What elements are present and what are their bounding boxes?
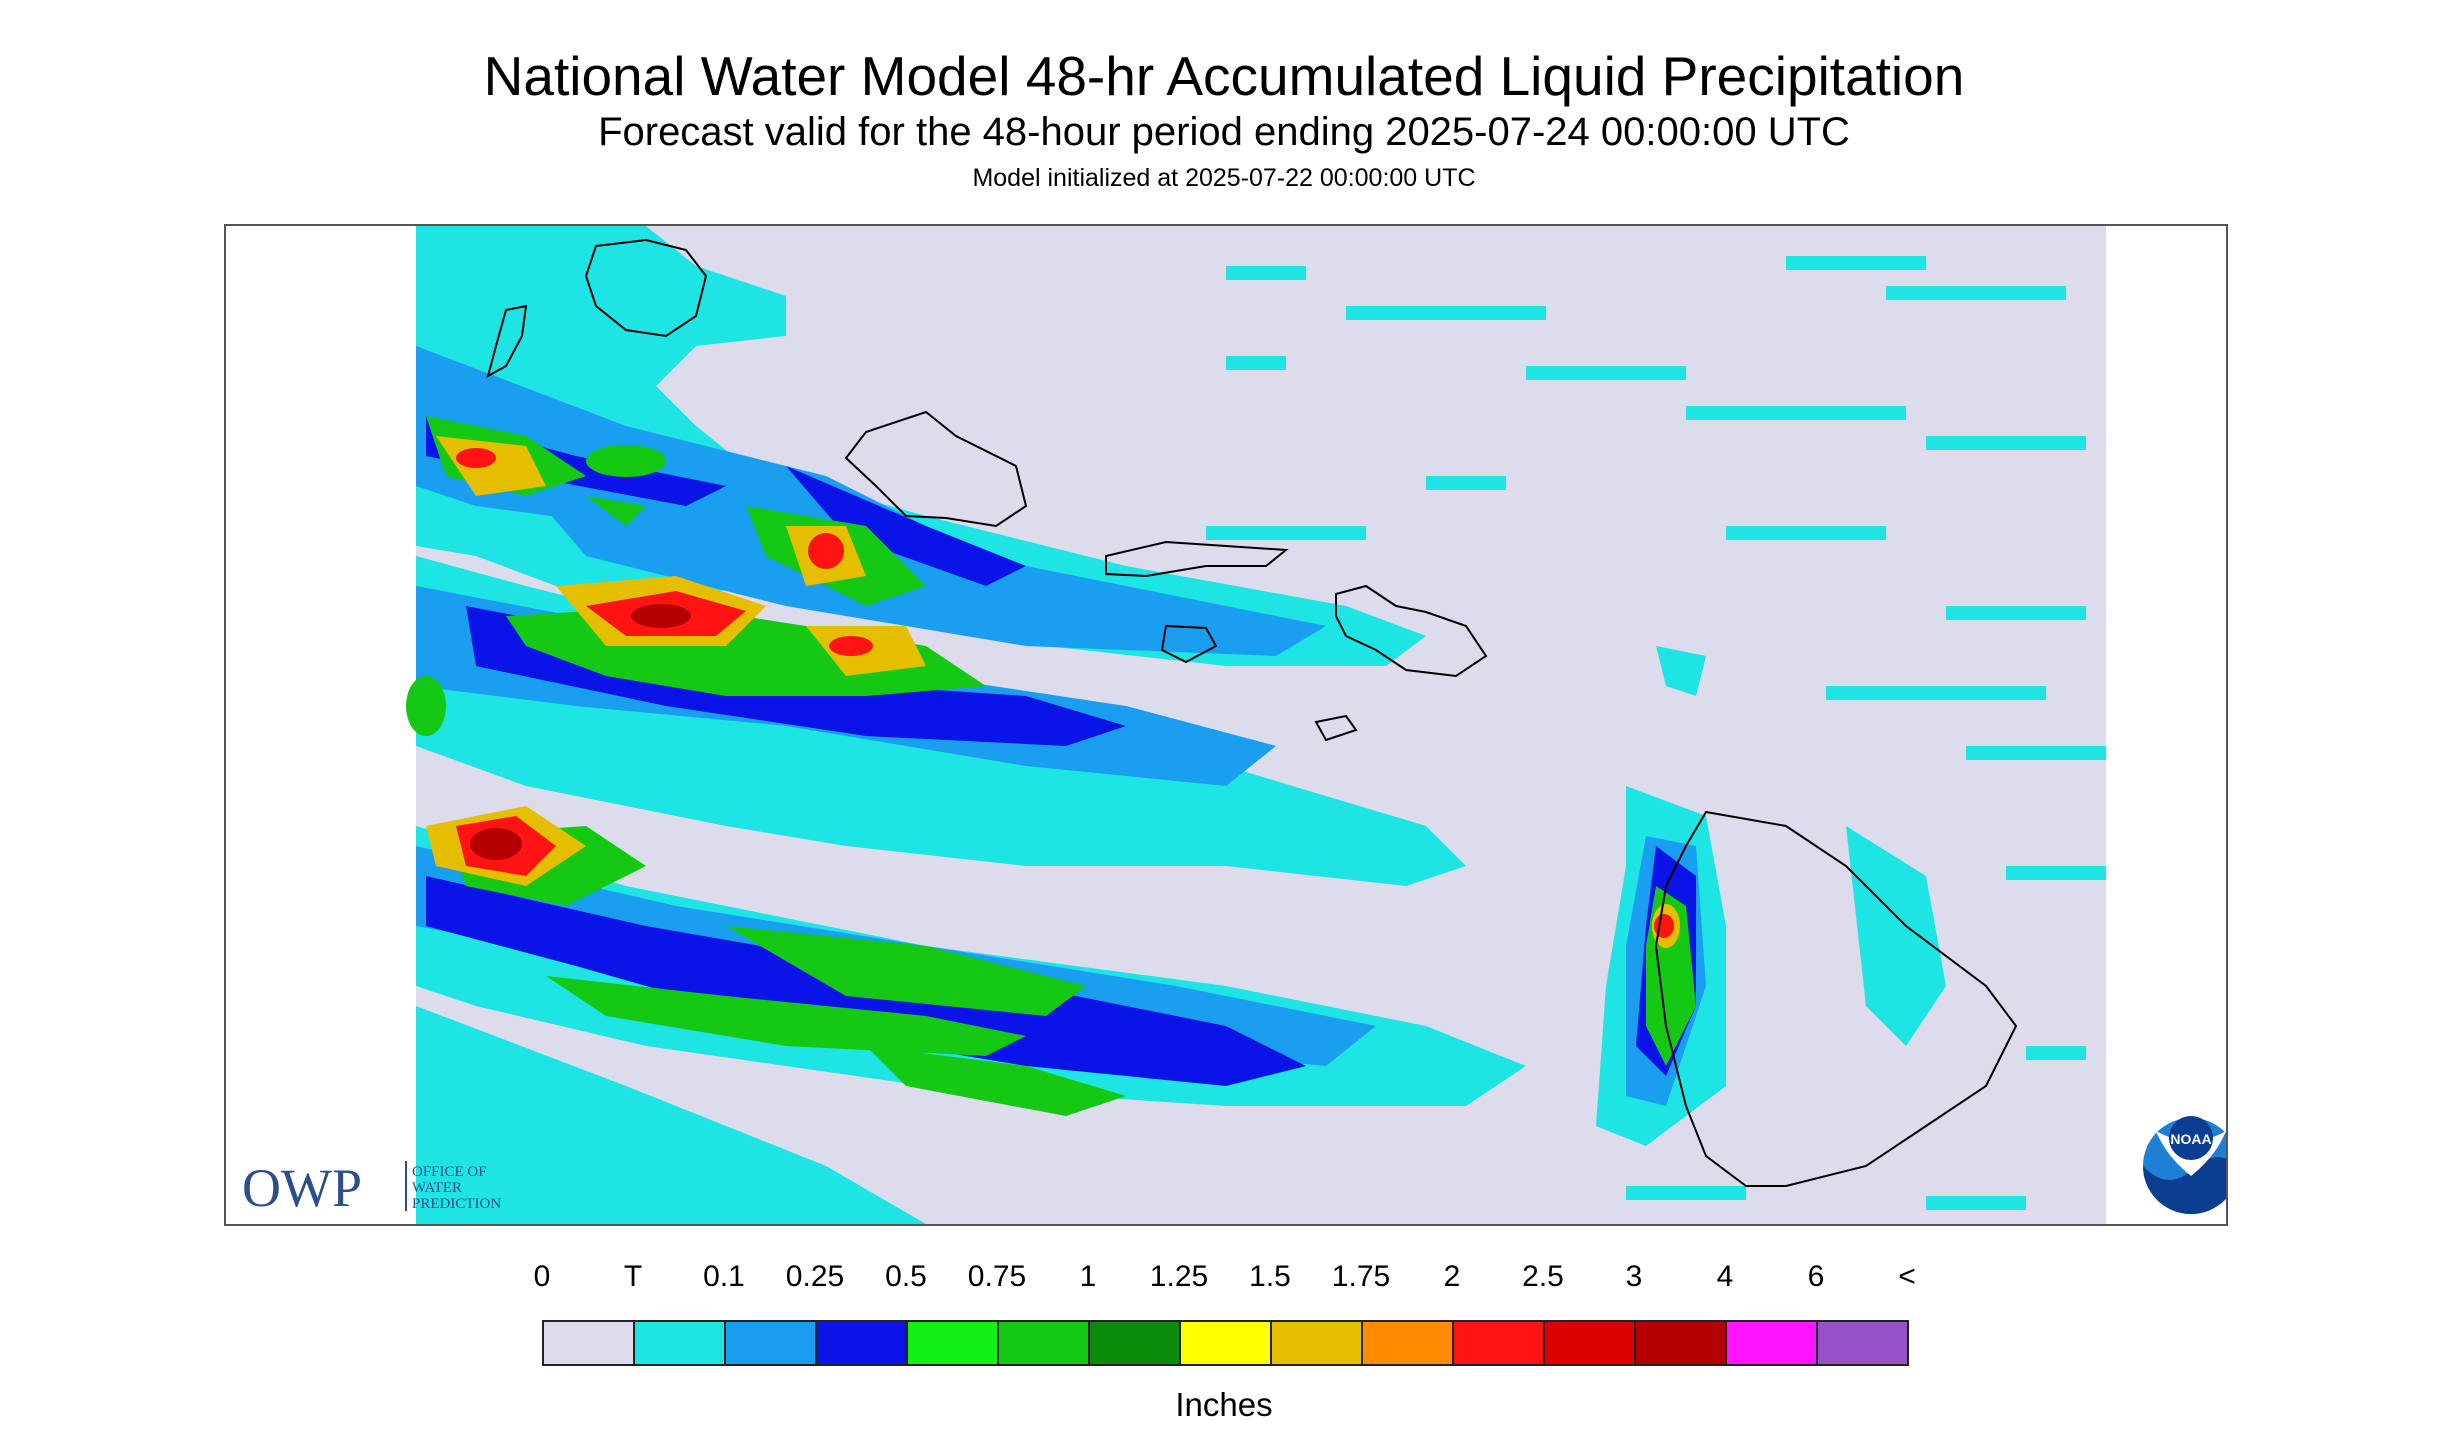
owp-line2: WATER [412,1180,462,1196]
legend-tick-label: 2.5 [1522,1260,1564,1293]
precipitation-map: OWP OFFICE OF WATER PREDICTION NOAA [224,224,2228,1226]
legend-swatch [1636,1322,1727,1364]
legend-swatch [544,1322,635,1364]
legend-units: Inches [1175,1386,1273,1423]
legend-tick-label: 4 [1716,1260,1734,1293]
molokai-outline [1105,540,1289,578]
legend-tick-label: 1.5 [1249,1260,1291,1293]
legend-swatch [908,1322,999,1364]
maui-outline [1335,584,1488,678]
legend-swatch [1181,1322,1272,1364]
legend-tick-label: < [1898,1260,1916,1293]
legend-tick-label: 1.25 [1149,1260,1209,1293]
owp-logo: OWP OFFICE OF WATER PREDICTION [242,1158,501,1218]
hawaii-outline [1654,810,2018,1187]
legend-swatch [1545,1322,1636,1364]
noaa-logo: NOAA [2143,1116,2226,1214]
legend-tick-label: 1.75 [1331,1260,1391,1293]
legend-tick-label: 0.75 [967,1260,1027,1293]
kahoolawe-outline [1314,714,1358,742]
map-blank-margin [226,226,416,1224]
oahu-outline [844,410,1028,528]
legend-tick-label: 0.25 [785,1260,845,1293]
legend-tick-label: 2 [1443,1260,1461,1293]
legend-swatch [1818,1322,1907,1364]
legend-tick-label: 0.1 [703,1260,745,1293]
legend-swatch [1454,1322,1545,1364]
map-subtitle: Forecast valid for the 48-hour period en… [598,110,1850,154]
lanai-outline [1160,624,1218,664]
legend-swatch [817,1322,908,1364]
island-outlines [486,238,2018,1187]
legend-tick-label: 6 [1807,1260,1825,1293]
legend-swatch [999,1322,1090,1364]
owp-line1: OFFICE OF [412,1164,487,1180]
legend-tick-label: 1 [1079,1260,1097,1293]
map-canvas: OWP OFFICE OF WATER PREDICTION NOAA [226,226,2226,1224]
map-title: National Water Model 48-hr Accumulated L… [483,45,1965,107]
legend-tick-label: 0.5 [885,1260,927,1293]
owp-abbr: OWP [242,1158,362,1218]
legend-tick-label: T [623,1260,643,1293]
owp-line3: PREDICTION [412,1196,501,1212]
precip-legend: 0 T 0.1 0.25 0.5 0.75 1 1.25 1.5 1.75 2 2.5 3 4 6 < Inc… [0,1260,2448,1440]
legend-swatch [1090,1322,1181,1364]
legend-swatch [1363,1322,1454,1364]
precip-3.0-bands [470,604,691,860]
niihau-outline [486,304,528,379]
kauai-outline [584,238,708,338]
noaa-text: NOAA [2170,1131,2211,1147]
legend-swatch [635,1322,726,1364]
legend-colorbar [542,1320,1909,1366]
legend-swatch [1272,1322,1363,1364]
legend-tick-label: 0 [533,1260,551,1293]
legend-swatch [1727,1322,1818,1364]
model-init-text: Model initialized at 2025-07-22 00:00:00… [972,164,1476,192]
legend-swatch [726,1322,817,1364]
legend-tick-label: 3 [1625,1260,1643,1293]
